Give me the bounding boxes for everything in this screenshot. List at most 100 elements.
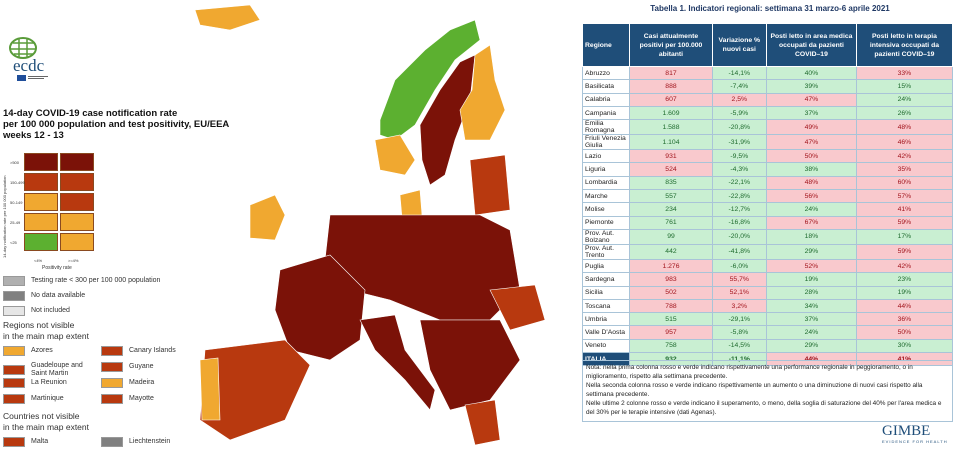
indicator-cell: 57% [855,189,954,204]
table-row: Sicilia 502 52,1% 28% 19% [581,285,954,300]
indicator-cell: 46% [855,134,954,151]
table-row: Emilia Romagna 1.588 -20,8% 49% 48% [581,119,954,136]
legend-swatch [3,437,25,447]
region-name: Basilicata [581,79,631,94]
legend-swatch [101,378,123,388]
legend-item: Canary Islands [101,346,176,356]
x-tick: <4% [34,258,43,263]
indicator-cell: -9,5% [711,149,767,164]
legend-swatch [3,365,25,375]
indicator-cell: 50% [855,325,954,340]
legend-item: Guadeloupe and Saint Martin [3,362,93,378]
legend-item: Malta [3,437,48,447]
region-balkans [419,319,521,411]
matrix-cell [60,153,94,171]
heading-line: in the main map extent [3,422,89,432]
indicator-cell: -14,5% [711,338,767,354]
column-header: Posti letto in area medica occupati da p… [765,23,857,67]
title-line: weeks 12 - 13 [3,130,64,141]
legend-label: Testing rate < 300 per 100 000 populatio… [31,277,161,284]
region-name: Toscana [581,298,631,314]
indicator-cell: 234 [629,202,713,217]
indicator-cell: 60% [855,175,954,191]
indicator-cell: -6,0% [711,258,767,274]
legend-swatch [101,437,123,447]
legend-item: No data available [3,291,85,301]
matrix-x-axis-label: Positivity rate [42,265,72,271]
indicator-cell: -4,3% [711,162,767,177]
svg-text:ecdc: ecdc [13,56,45,75]
legend-label: Not included [31,307,70,314]
region-ireland [249,194,286,241]
region-name: Campania [581,105,631,121]
indicator-cell: 18% [765,228,857,245]
indicator-cell: -22,1% [711,175,767,191]
table-row: Lazio 931 -9,5% 50% 42% [581,149,954,164]
indicator-cell: 15% [855,79,954,94]
table-row: Calabria 607 2,5% 47% 24% [581,92,954,107]
region-name: Valle D'Aosta [581,325,631,340]
matrix-cell [60,213,94,231]
y-tick: <25 [10,240,17,245]
legend-item: Mayotte [101,394,154,404]
legend-label: Azores [31,347,53,354]
region-name: Lazio [581,149,631,164]
indicator-cell: 50% [765,149,857,164]
indicator-cell: 29% [765,243,857,260]
indicator-cell: 99 [629,228,713,245]
indicator-cell: 40% [765,65,857,81]
matrix-cell [60,173,94,191]
region-france [274,254,366,361]
indicator-cell: -5,8% [711,325,767,340]
title-line: 14-day COVID-19 case notification rate [3,108,178,119]
indicator-cell: 983 [629,272,713,287]
region-name: Marche [581,189,631,204]
legend-heading: Regions not visible in the main map exten… [3,320,89,342]
y-tick: 50-149 [10,200,23,205]
legend-matrix [24,153,94,251]
region-iceland [194,4,261,31]
matrix-cell [24,153,58,171]
legend-label: No data available [31,292,86,299]
table-row: ITALIA 932 -11,1% 44% 41% [581,352,954,367]
indicator-cell: 19% [855,285,954,300]
region-romania [489,284,546,331]
legend-swatch [3,291,25,301]
legend-swatch [101,362,123,372]
indicator-cell: -41,8% [711,243,767,260]
indicator-cell: 835 [629,175,713,191]
region-finland [459,44,506,141]
indicator-cell: 2,5% [711,92,767,107]
indicator-cell: -11,1% [711,352,767,367]
indicator-cell: 48% [855,119,954,136]
indicator-cell: 19% [765,272,857,287]
ecdc-logo: ecdc [5,35,65,83]
heading-line: Regions not visible [3,320,75,330]
region-italy [359,314,436,411]
indicator-cell: 48% [765,175,857,191]
gimbe-logo: GIMBE EVIDENCE FOR HEALTH [882,424,954,445]
indicator-cell: 37% [765,312,857,327]
indicator-cell: 59% [855,243,954,260]
table-row: Marche 557 -22,8% 56% 57% [581,189,954,204]
legend-item: Not included [3,306,70,316]
indicator-cell: 39% [765,79,857,94]
legend-heading: Countries not visible in the main map ext… [3,411,89,433]
indicator-cell: -7,4% [711,79,767,94]
table-row: Molise 234 -12,7% 24% 41% [581,202,954,217]
legend-swatch [101,394,123,404]
table-row: Puglia 1.276 -6,0% 52% 42% [581,258,954,274]
region-name: ITALIA [581,352,631,367]
legend-swatch [3,346,25,356]
legend-swatch [3,394,25,404]
column-header: Variazione % nuovi casi [711,23,767,67]
indicator-cell: 55,7% [711,272,767,287]
indicator-cell: 761 [629,215,713,230]
indicator-cell: 607 [629,92,713,107]
indicator-cell: 758 [629,338,713,354]
indicator-cell: 42% [855,258,954,274]
indicator-cell: 59% [855,215,954,230]
indicator-cell: 1.104 [629,134,713,151]
region-name: Sardegna [581,272,631,287]
indicator-cell: 957 [629,325,713,340]
